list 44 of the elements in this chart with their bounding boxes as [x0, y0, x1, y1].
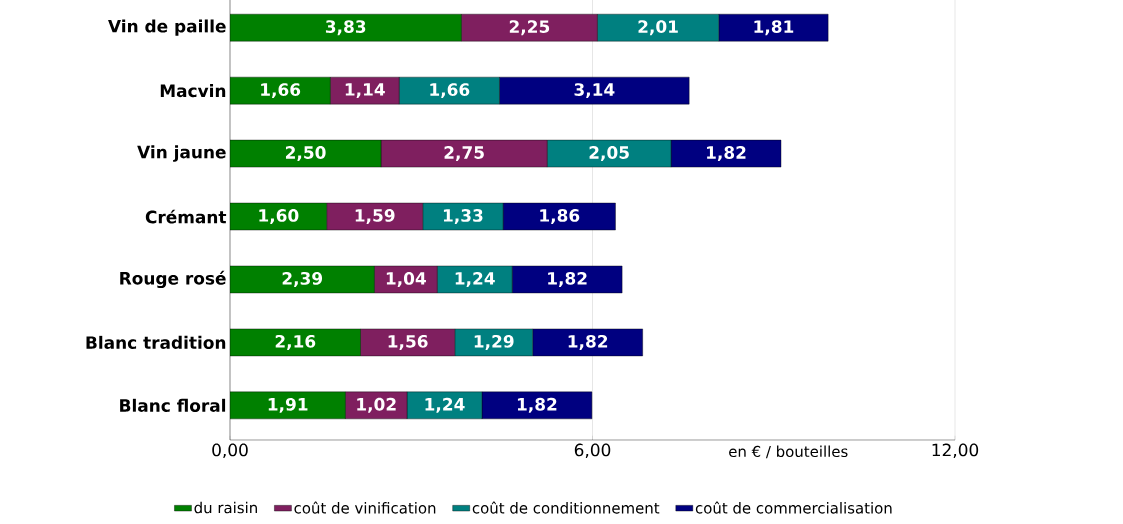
y-tick-label: Vin de paille: [108, 19, 226, 36]
data-label: 1,81: [754, 20, 794, 36]
data-label: 2,75: [444, 146, 484, 162]
data-label: 1,82: [548, 271, 587, 287]
data-label: 1,82: [707, 146, 746, 162]
x-axis-title: en € / bouteilles: [729, 445, 848, 459]
data-label: 2,39: [282, 271, 323, 287]
y-tick-label: Blanc tradition: [86, 335, 226, 349]
data-label: 2,01: [638, 20, 678, 36]
data-label: 1,91: [268, 397, 308, 413]
legend-label: du raisin: [194, 501, 257, 514]
data-label: 1,29: [474, 334, 514, 350]
y-tick-label: Crémant: [145, 209, 227, 224]
data-label: 1,24: [425, 397, 465, 413]
data-label: 1,60: [259, 209, 299, 225]
data-label: 3,14: [574, 83, 615, 99]
data-label: 1,04: [386, 271, 426, 287]
data-label: 1,82: [517, 397, 557, 413]
data-label: 1,33: [443, 209, 483, 225]
data-label: 1,14: [345, 83, 385, 98]
x-tick-label: 12,00: [932, 443, 979, 459]
y-tick-label: Rouge rosé: [120, 270, 226, 289]
x-tick-label: 6,00: [574, 443, 611, 459]
data-label: 1,59: [355, 209, 395, 224]
data-label: 1,66: [261, 83, 301, 99]
data-label: 2,50: [285, 146, 326, 162]
data-label: 2,16: [275, 334, 316, 350]
y-tick-label: Blanc floral: [120, 398, 226, 412]
x-tick-label: 0,00: [212, 443, 248, 459]
data-label: 1,82: [568, 334, 608, 350]
data-label: 1,66: [430, 83, 470, 99]
legend-label: coût de commercialisation: [695, 501, 892, 514]
legend-label: coût de conditionnement: [472, 501, 660, 514]
y-tick-label: Vin jaune: [137, 145, 226, 162]
data-label: 1,86: [540, 209, 580, 225]
data-label: 3,83: [325, 20, 366, 36]
data-label: 1,24: [455, 271, 495, 287]
data-label: 1,02: [357, 397, 396, 413]
data-label: 2,05: [589, 146, 629, 162]
y-tick-label: Macvin: [160, 84, 226, 98]
data-label: 2,25: [509, 20, 550, 36]
data-label: 1,56: [388, 334, 428, 350]
legend-label: coût de vinification: [294, 501, 436, 514]
bar: [230, 13, 462, 42]
